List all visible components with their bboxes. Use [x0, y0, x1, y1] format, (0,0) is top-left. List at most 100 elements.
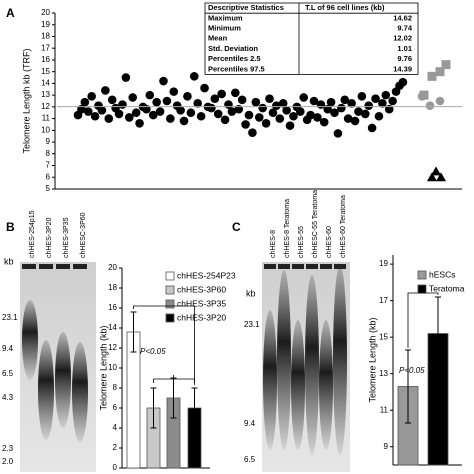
data-point	[241, 120, 250, 129]
y-tick-label: 14	[41, 79, 50, 88]
y-axis-label: Telomere Length kb (TRF)	[21, 48, 31, 153]
y-tick-label: 7	[46, 161, 51, 170]
y-tick-label: 9	[384, 442, 389, 451]
legend-label: chHES-254P23	[177, 270, 236, 280]
y-tick-label: 19	[41, 20, 50, 29]
data-point	[374, 111, 384, 121]
y-tick-label: 6	[46, 172, 51, 181]
legend-swatch	[165, 271, 175, 281]
y-tick-label: 6	[113, 403, 118, 412]
table-cell: Percentiles 2.5	[208, 54, 261, 63]
y-tick-label: 13	[41, 90, 50, 99]
gel-unit: kb	[246, 288, 256, 298]
data-point	[125, 113, 134, 122]
y-tick-label: 10	[108, 363, 117, 372]
data-point	[268, 108, 278, 118]
gel-marker: 2.0	[2, 457, 14, 466]
y-tick-label: 12	[41, 102, 50, 111]
table-cell: Percentiles 97.5	[208, 64, 265, 73]
y-tick-label: 9	[46, 137, 51, 146]
data-point	[427, 71, 437, 81]
data-point	[97, 106, 107, 115]
data-point	[435, 67, 445, 77]
table-cell: 9.74	[397, 23, 412, 32]
gel-unit: kb	[4, 256, 14, 266]
legend-swatch	[417, 284, 427, 294]
data-point	[431, 166, 441, 176]
data-point	[333, 129, 343, 138]
data-point	[87, 92, 96, 101]
data-point	[367, 123, 377, 133]
data-point	[200, 83, 209, 93]
gel-lane-label: chHES-3P35	[63, 217, 70, 258]
legend-swatch	[417, 270, 427, 280]
gel-lane-label: chHES-60 Teratoma	[340, 195, 347, 258]
y-tick-label: 8	[113, 383, 118, 392]
error-bar	[191, 387, 198, 429]
data-point	[388, 96, 397, 106]
data-point	[313, 113, 322, 122]
gel-marker: 23.1	[244, 320, 260, 329]
data-point	[227, 107, 237, 116]
data-point	[364, 101, 374, 110]
data-point	[258, 103, 267, 113]
gel-lane-label: chHES-60	[326, 226, 333, 258]
y-axis-label: Telomere Length (kb)	[98, 325, 108, 410]
gel-marker: 9.4	[244, 419, 256, 428]
table-cell: Std. Deviation	[208, 44, 258, 53]
y-tick-label: 18	[41, 32, 50, 41]
data-point	[371, 94, 380, 103]
y-tick-label: 19	[379, 259, 388, 268]
data-point	[196, 111, 206, 121]
data-point	[278, 99, 288, 108]
gel-lane-label: chHESC-3P60	[80, 212, 87, 258]
panel-label: A	[6, 6, 15, 20]
data-point	[231, 88, 240, 98]
data-point	[340, 95, 350, 105]
table-cell: Maximum	[208, 13, 243, 22]
data-point	[107, 95, 117, 105]
y-tick-label: 16	[108, 303, 117, 312]
y-tick-label: 17	[379, 296, 388, 305]
legend-swatch	[165, 299, 175, 309]
error-bar	[435, 296, 441, 371]
data-point	[330, 108, 339, 118]
error-bar	[405, 349, 411, 424]
data-point	[337, 103, 346, 113]
data-point	[155, 107, 165, 116]
data-point	[425, 101, 435, 110]
gel-lane-label: chHES-55	[298, 226, 305, 258]
gel-marker: 23.1	[2, 313, 18, 322]
table-cell: 14.39	[393, 64, 412, 73]
data-point	[427, 172, 437, 182]
data-point	[289, 111, 298, 121]
y-tick-label: 18	[108, 283, 117, 292]
y-tick-label: 20	[41, 8, 50, 17]
y-axis-label: Telomere Length (kb)	[367, 317, 377, 402]
table-header: Descriptive Statistics	[208, 3, 284, 12]
data-point	[176, 106, 185, 115]
data-point	[244, 110, 254, 120]
data-point	[441, 60, 451, 70]
y-tick-label: 13	[379, 369, 388, 378]
legend-swatch	[165, 285, 175, 295]
data-point	[254, 113, 264, 122]
gel-marker: 9.4	[2, 344, 14, 353]
stats-table	[204, 2, 419, 75]
y-tick-label: 14	[108, 323, 117, 332]
table-cell: Minimum	[208, 23, 241, 32]
gel-lane-label: chHES-254p15	[29, 210, 36, 258]
data-point	[435, 96, 445, 106]
significance-bracket	[153, 375, 195, 383]
data-point	[135, 118, 144, 128]
legend-label: chHES-3P20	[177, 312, 226, 322]
table-cell: Mean	[208, 34, 228, 43]
data-point	[220, 115, 230, 125]
y-tick-label: 20	[108, 263, 117, 272]
error-bar	[130, 311, 137, 353]
data-point	[90, 111, 100, 121]
data-point	[179, 116, 189, 126]
data-point	[114, 109, 124, 119]
annotation: P<0.05	[140, 347, 166, 356]
significance-bracket	[407, 292, 439, 348]
